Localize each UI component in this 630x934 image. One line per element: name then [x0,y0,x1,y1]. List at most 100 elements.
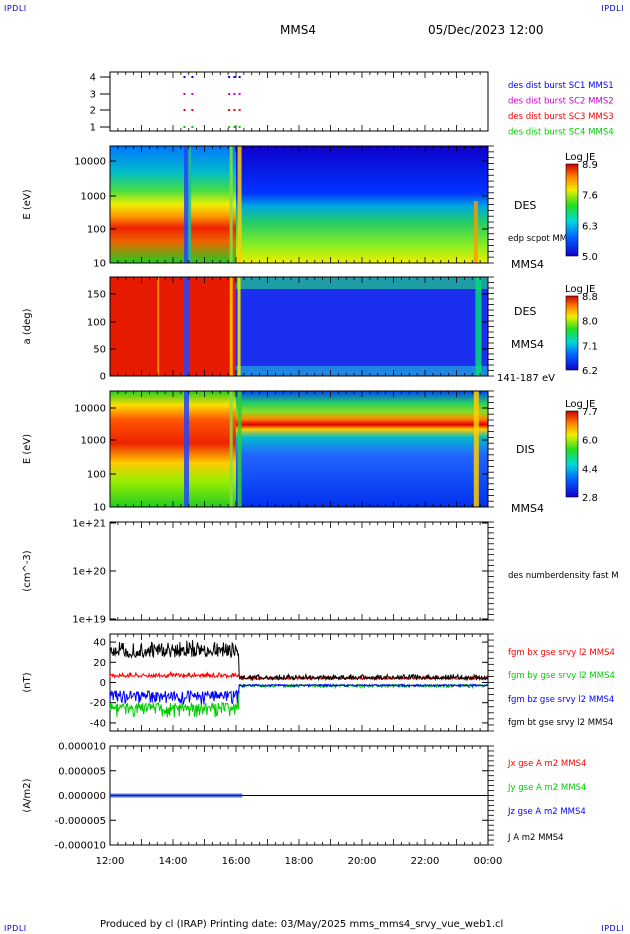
dis-energy-tick-label: 10000 [74,404,106,415]
dis-energy-colorbar-tick-label: 7.7 [582,407,598,418]
burst-mark [183,109,186,111]
current-tick-label: -0.000010 [55,841,106,852]
des-energy-stripe [229,146,233,263]
burst-tick-label: 2 [90,106,96,117]
des-energy-stripe [473,201,478,263]
burst-panel-frame [109,71,489,132]
dis-energy-region-before [110,391,236,507]
des-energy-line-label: edp scpot MMS4 [508,234,578,244]
time-axis-label: 00:00 [474,856,503,867]
des-pitch-stripe [157,277,160,376]
burst-mark [191,93,194,95]
des-pitch-tick-label: 50 [93,345,106,356]
burst-tick-label: 1 [90,123,96,134]
spacecraft-title: MMS4 [280,23,316,37]
dis-energy-colorbar-title: Log JE [565,399,595,410]
bfield-legend-label: fgm bt gse srvy l2 MMS4 [508,718,613,728]
des-energy-label: DES [514,199,536,212]
bfield-legend-label: fgm bx gse srvy l2 MMS4 [508,648,615,658]
burst-mark [191,76,194,78]
burst-mark [228,93,231,95]
bfield-line-bz [109,683,489,705]
current-legend-label: Jx gse A m2 MMS4 [507,759,586,769]
des-energy-tick-label: 100 [87,225,106,236]
bfield-legend-label: fgm bz gse srvy l2 MMS4 [508,695,614,705]
bfield-tick-label: 0 [100,678,106,689]
burst-mark [233,93,236,95]
corner-label-top-left: IPDLI [4,4,27,13]
des-pitch-region-after [236,277,488,376]
dis-energy-stripe [229,391,233,507]
des-pitch-stripe [475,277,482,376]
burst-mark [233,126,236,128]
time-axis-label: 18:00 [285,856,314,867]
dis-energy-label: DIS [516,443,535,456]
current-legend-label: J A m2 MMS4 [507,833,564,843]
density-tick-label: 1e+20 [72,567,106,578]
des-energy-region-before [110,146,236,263]
bfield-tick-label: 20 [93,658,106,669]
density-frame [109,521,489,621]
burst-mark [191,109,194,111]
current-jz-trace [110,793,243,798]
des-energy-stripe [184,146,190,263]
burst-legend-label: des dist burst SC4 MMS4 [508,128,614,138]
des-pitch-colorbar-gradient [565,295,579,371]
dis-energy-spectrogram [110,391,488,507]
des-pitch-colorbar-tick-label: 7.1 [582,341,598,352]
burst-mark [183,93,186,95]
dis-energy-stripe [237,391,242,507]
density-ylabel: (cm^-3) [22,550,33,591]
des-pitch-colorbar-tick-label: 6.2 [582,366,598,377]
dis-energy-colorbar-tick-label: 4.4 [582,464,598,475]
current-tick-label: -0.000005 [55,816,106,827]
des-pitch-stripe [237,277,241,376]
time-axis-label: 22:00 [411,856,440,867]
burst-legend-label: des dist burst SC3 MMS3 [508,112,614,122]
density-tick-label: 1e+21 [72,519,106,530]
dis-energy-ylabel: E (eV) [22,434,33,464]
des-energy-ylabel: E (eV) [22,189,33,219]
burst-mark [228,109,231,111]
corner-label-bottom-right: IPDLI [601,924,624,933]
current-legend-label: Jy gse A m2 MMS4 [507,783,586,793]
time-axis-label: 16:00 [222,856,251,867]
des-pitch-ylabel: a (deg) [22,308,33,344]
dis-energy-stripe [184,391,190,507]
burst-mark [233,76,236,78]
current-legend-label: Jz gse A m2 MMS4 [507,807,586,817]
des-energy-stripe [237,146,242,263]
des-energy-colorbar-tick-label: 8.9 [582,160,598,171]
des-energy-colorbar-gradient [565,163,579,257]
dis-energy-stripe [473,391,479,507]
des-energy-colorbar-title: Log JE [565,152,595,163]
footer-text: Produced by cl (IRAP) Printing date: 03/… [100,919,504,930]
time-axis-label: 12:00 [96,856,125,867]
des-energy-colorbar-tick-label: 5.0 [582,252,598,263]
dis-energy-tick-label: 100 [87,470,106,481]
bfield-tick-label: -20 [90,698,106,709]
des-energy-tick-label: 1000 [81,192,106,203]
des-energy-stripe [188,146,192,263]
des-pitch-stripe [184,277,190,376]
burst-mark [238,76,241,78]
des-energy-sublabel: MMS4 [511,258,544,271]
dis-energy-colorbar-gradient [565,410,579,498]
burst-mark [238,126,241,128]
des-pitch-region-before [110,277,236,376]
burst-mark [238,93,241,95]
current-tick-label: 0.000005 [58,766,106,777]
des-pitch-label: DES [514,305,536,318]
des-pitch-colorbar-tick-label: 8.0 [582,317,598,328]
dis-energy-sublabel: MMS4 [511,502,544,515]
des-energy-tick-label: 10 [93,259,106,270]
burst-tick-label: 3 [90,90,96,101]
burst-legend-label: des dist burst SC2 MMS2 [508,97,614,107]
des-pitch-colorbar-tick-label: 8.8 [582,292,598,303]
current-tick-label: 0.000010 [58,742,106,753]
des-energy-region-after [236,146,488,263]
dis-energy-tick-label: 1000 [81,436,106,447]
des-pitch-tick-label: 100 [87,318,106,329]
des-energy-colorbar-tick-label: 7.6 [582,191,598,202]
